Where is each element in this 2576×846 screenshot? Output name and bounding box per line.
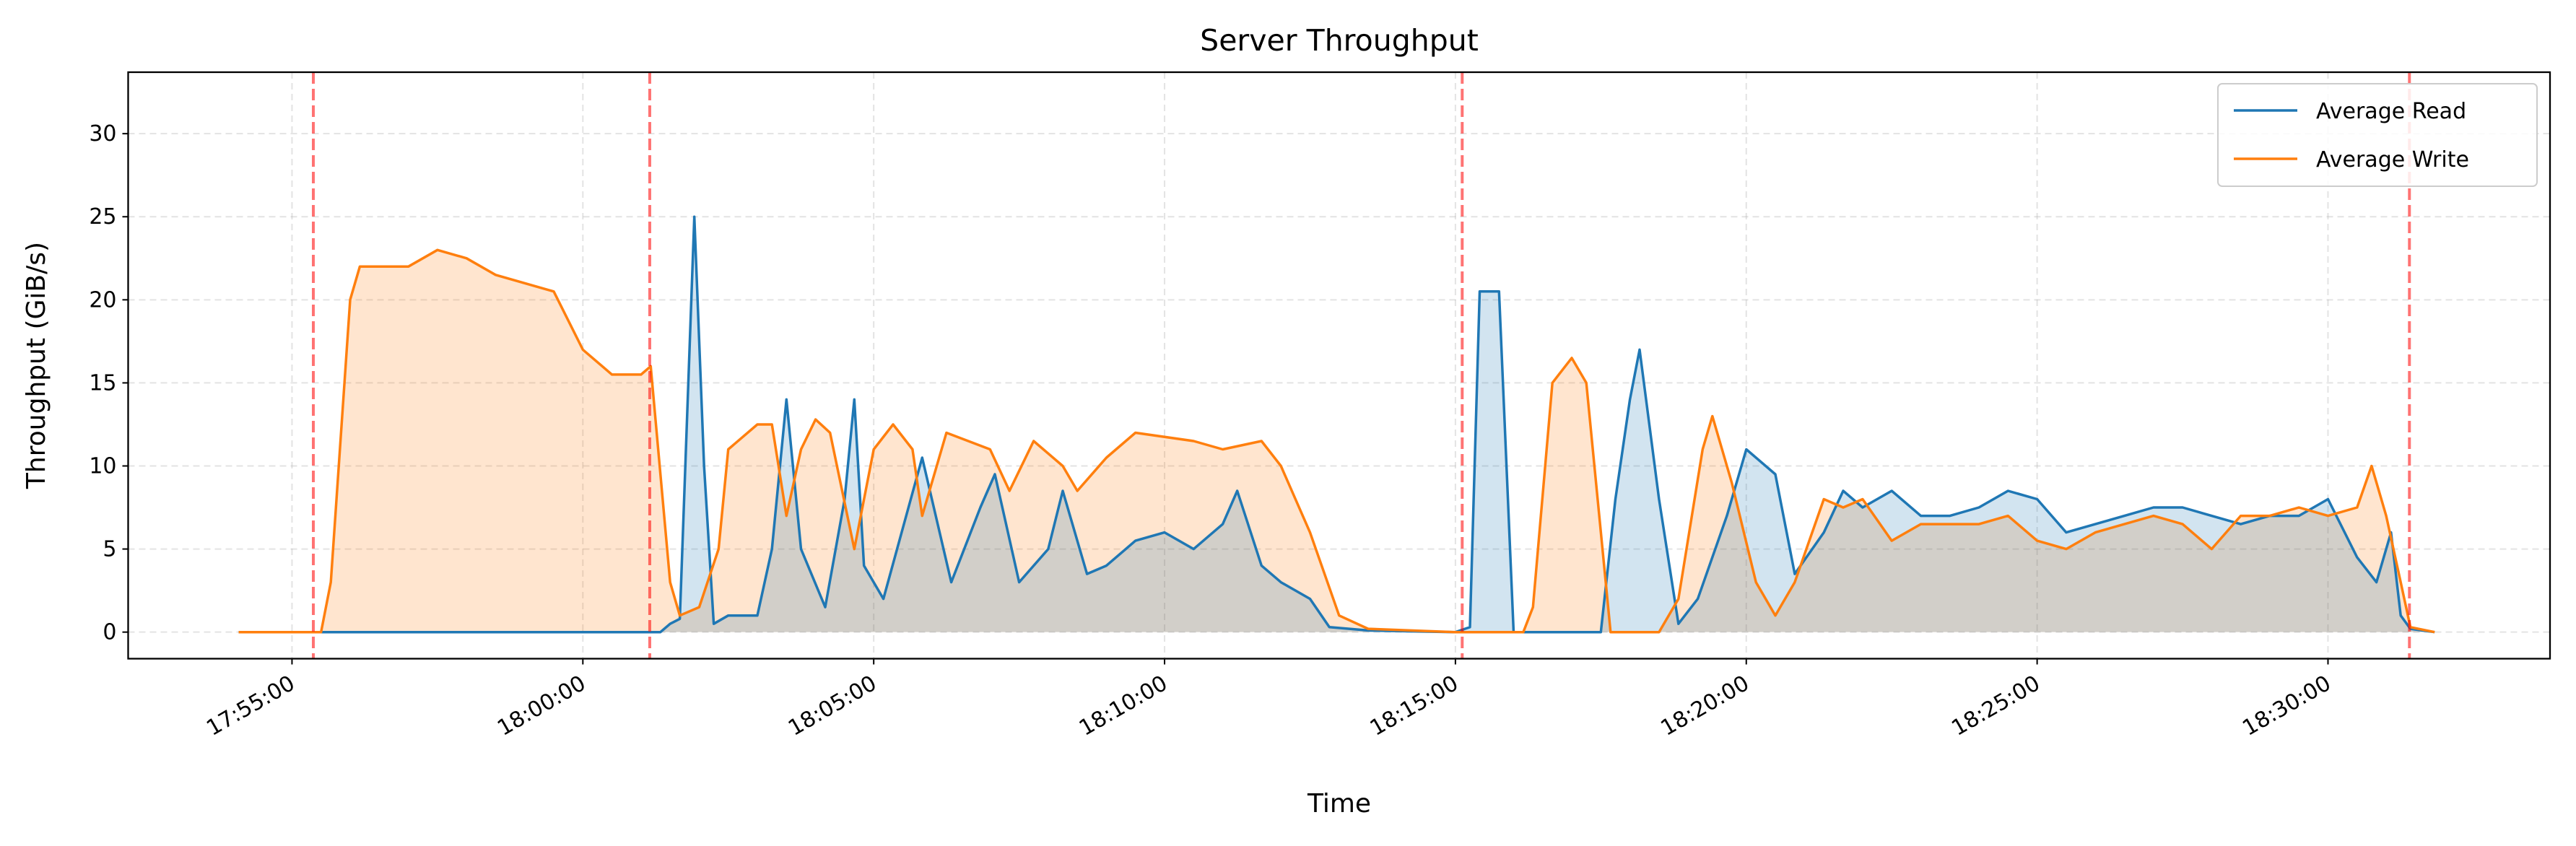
legend-write-label: Average Write: [2316, 147, 2469, 173]
y-tick-label: 10: [89, 454, 116, 479]
series-lines: [238, 215, 2435, 634]
y-tick-label: 20: [89, 287, 116, 313]
average-write-area: [238, 250, 2435, 632]
area-fills: [238, 217, 2435, 632]
y-tick-label: 25: [89, 204, 116, 230]
legend: Average Read Average Write: [2217, 83, 2538, 187]
y-axis-label: Throughput (GiB/s): [22, 242, 51, 489]
vertical-markers: [311, 72, 2411, 659]
legend-read-label: Average Read: [2316, 99, 2466, 124]
average-write-line: [238, 248, 2435, 634]
y-tick-label: 15: [89, 370, 116, 396]
y-tick-label: 0: [103, 620, 116, 645]
y-tick-label: 5: [103, 537, 116, 562]
x-axis-label: Time: [1307, 789, 1371, 819]
chart-title: Server Throughput: [1200, 23, 1479, 58]
y-tick-label: 30: [89, 121, 116, 147]
plot-frame: [127, 71, 2551, 660]
y-axis-ticks: 0 5 10 15 20 25 30: [89, 121, 129, 645]
average-read-line: [238, 215, 2435, 634]
average-read-area: [238, 217, 2435, 632]
